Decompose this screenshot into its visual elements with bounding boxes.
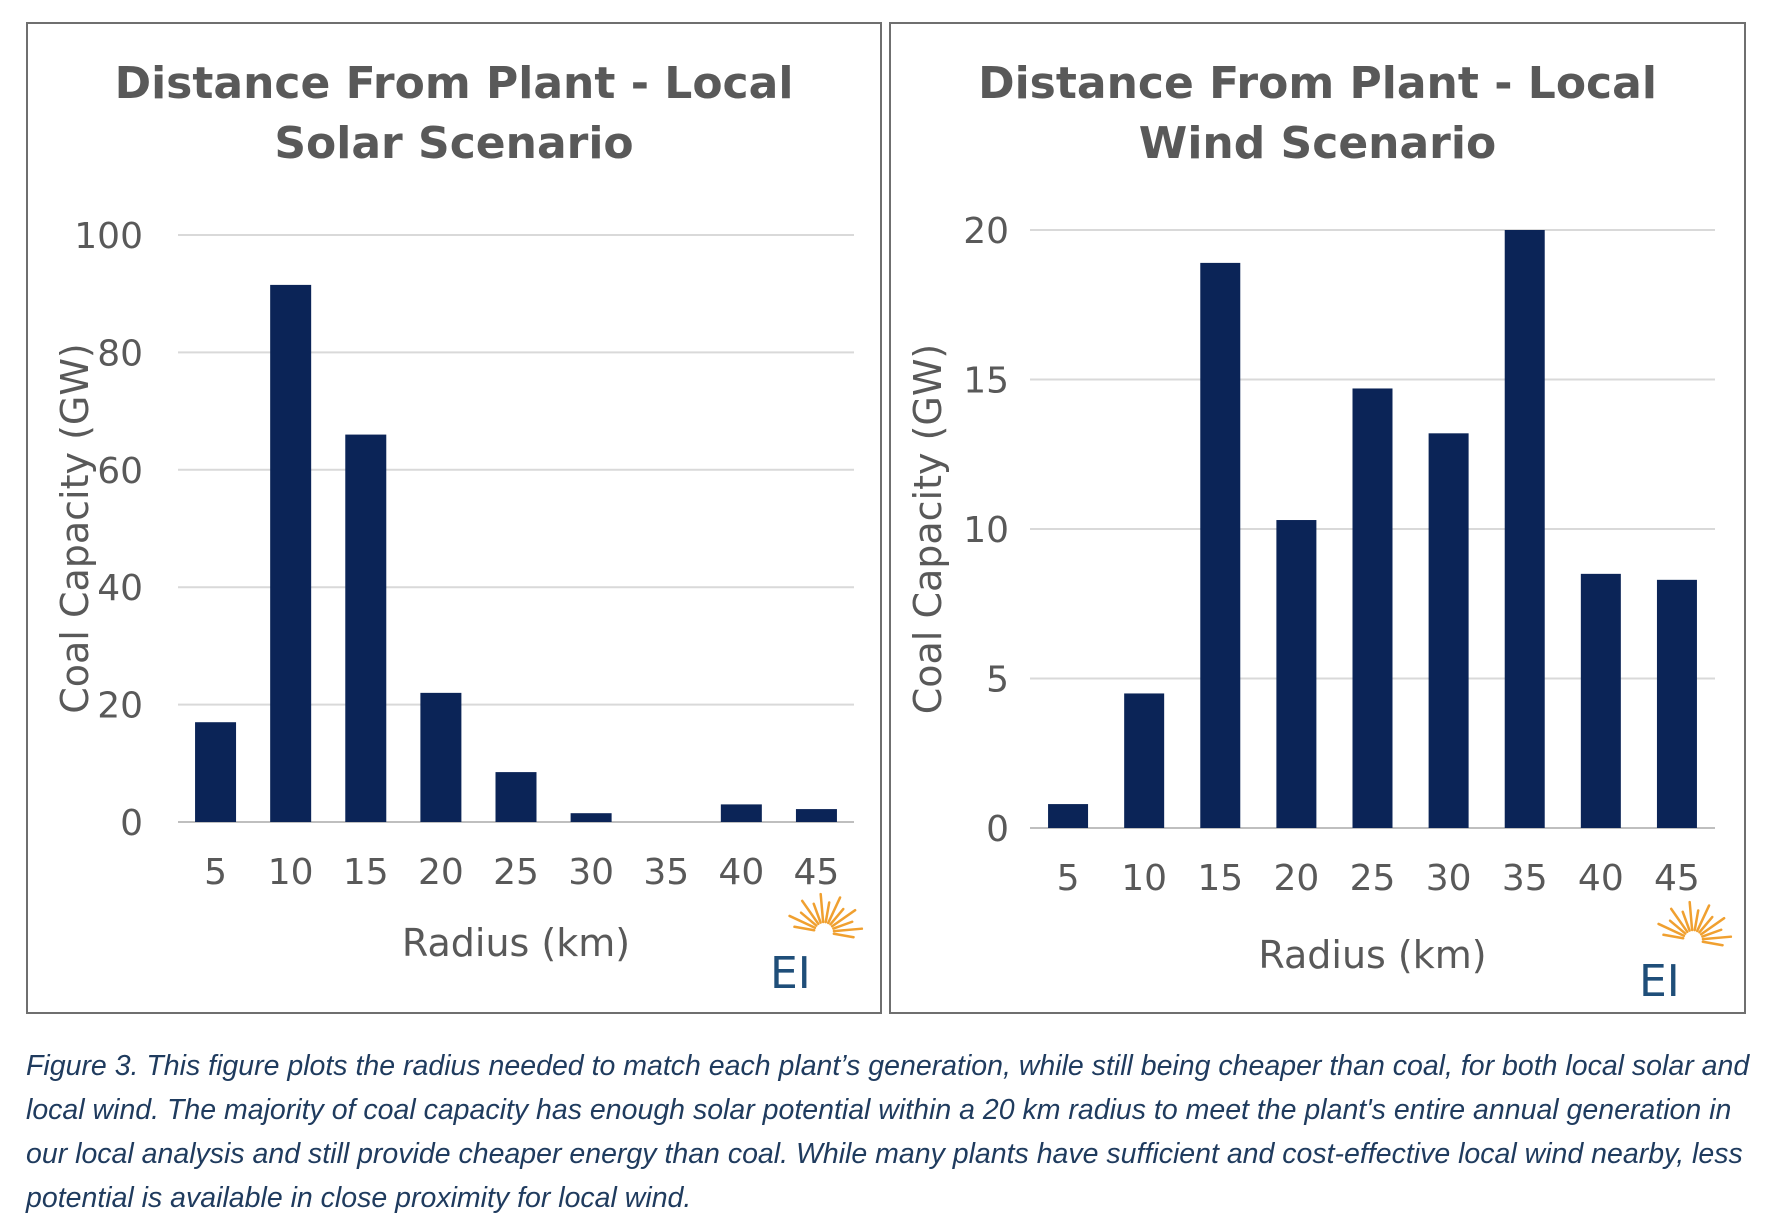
logo-ray [1669, 907, 1689, 934]
x-tick-label: 35 [1502, 858, 1548, 899]
x-tick-label: 45 [794, 852, 840, 893]
logo-text: EI [770, 948, 811, 992]
logo-ray [812, 902, 822, 924]
y-tick-label: 20 [97, 686, 143, 727]
logo-ray [1681, 910, 1691, 932]
y-tick-label: 20 [963, 211, 1009, 252]
logo-ray [1695, 904, 1711, 933]
chart-title: Distance From Plant - Local Solar Scenar… [114, 58, 794, 169]
solar-bar-chart: 0 20 40 60 80 100 5 10 15 20 25 30 35 40 45 Radius (km)… [53, 216, 854, 965]
bar [1276, 520, 1317, 828]
x-tick-label: 5 [1057, 858, 1080, 899]
y-tick-label: 0 [986, 809, 1009, 850]
y-tick-label: 80 [97, 333, 143, 374]
y-tick-label: 0 [120, 803, 143, 844]
logo-ray [1698, 915, 1714, 934]
bar [1504, 230, 1545, 828]
logo-ray [1688, 900, 1694, 932]
x-axis-label: Radius (km) [402, 921, 630, 965]
bar [270, 284, 312, 822]
ei-logo-icon: EI [766, 892, 866, 992]
logo-ray [1668, 919, 1687, 935]
x-tick-label: 15 [343, 852, 389, 893]
bar [1200, 262, 1241, 828]
ei-logo-icon: EI [1635, 900, 1735, 1000]
logo-text: EI [1639, 956, 1680, 1000]
logo-ray [832, 927, 864, 933]
logo-ray [1693, 909, 1700, 932]
bar [1352, 388, 1393, 828]
x-tick-label: 25 [493, 852, 539, 893]
y-tick-label: 100 [74, 216, 143, 257]
bar [345, 434, 387, 822]
logo-ray [800, 899, 820, 926]
x-tick-label: 5 [204, 852, 227, 893]
logo-ray [826, 896, 842, 925]
logo-ray [1701, 928, 1723, 938]
chart-title: Distance From Plant - Local Wind Scenari… [978, 58, 1657, 169]
logo-ray [1701, 935, 1733, 941]
logo-ray [1657, 922, 1686, 938]
logo-ray [1701, 940, 1724, 947]
x-tick-label: 15 [1197, 858, 1243, 899]
x-tick-label: 25 [1350, 858, 1396, 899]
bar [795, 809, 837, 822]
x-tick-label: 10 [1121, 858, 1167, 899]
logo-ray [829, 907, 845, 926]
x-tick-label: 30 [568, 852, 614, 893]
bar [1580, 573, 1621, 828]
bar [1428, 433, 1469, 828]
bar [195, 722, 237, 822]
y-tick-label: 15 [963, 361, 1009, 402]
bar [1124, 693, 1165, 828]
y-axis-label: Coal Capacity (GW) [53, 343, 97, 714]
bar [1656, 579, 1697, 828]
x-tick-label: 20 [1273, 858, 1319, 899]
logo-ray [824, 901, 831, 924]
y-tick-label: 5 [986, 660, 1009, 701]
logo-ray [1699, 916, 1726, 936]
y-tick-label: 60 [97, 451, 143, 492]
x-tick-label: 40 [718, 852, 764, 893]
x-tick-label: 35 [643, 852, 689, 893]
logo-ray [830, 908, 857, 928]
y-axis-label: Coal Capacity (GW) [906, 344, 950, 715]
x-tick-label: 20 [418, 852, 464, 893]
wind-chart-panel: Distance From Plant - Local Wind Scenari… [889, 22, 1746, 1014]
y-tick-label: 10 [963, 510, 1009, 551]
x-tick-label: 45 [1654, 858, 1700, 899]
logo-ray [832, 920, 854, 930]
bar [420, 692, 462, 822]
logo-ray [1662, 933, 1685, 940]
solar-chart-panel: Distance From Plant - Local Solar Scenar… [26, 22, 882, 1014]
bar [570, 813, 612, 822]
logo-ray [788, 914, 817, 930]
x-tick-label: 40 [1578, 858, 1624, 899]
wind-bar-chart: 0 5 10 15 20 5 10 15 20 25 30 35 40 45 Radius (km) Coal… [906, 211, 1715, 977]
logo-ray [793, 925, 816, 932]
bar [495, 772, 537, 822]
figure-caption: Figure 3. This figure plots the radius n… [26, 1050, 1750, 1214]
x-axis-label: Radius (km) [1258, 933, 1486, 977]
logo-ray [832, 932, 855, 939]
y-tick-label: 40 [97, 568, 143, 609]
bar [720, 804, 762, 822]
x-tick-label: 10 [268, 852, 314, 893]
logo-ray [799, 911, 818, 927]
bar [1048, 804, 1089, 828]
x-tick-label: 30 [1426, 858, 1472, 899]
logo-ray [819, 892, 825, 924]
